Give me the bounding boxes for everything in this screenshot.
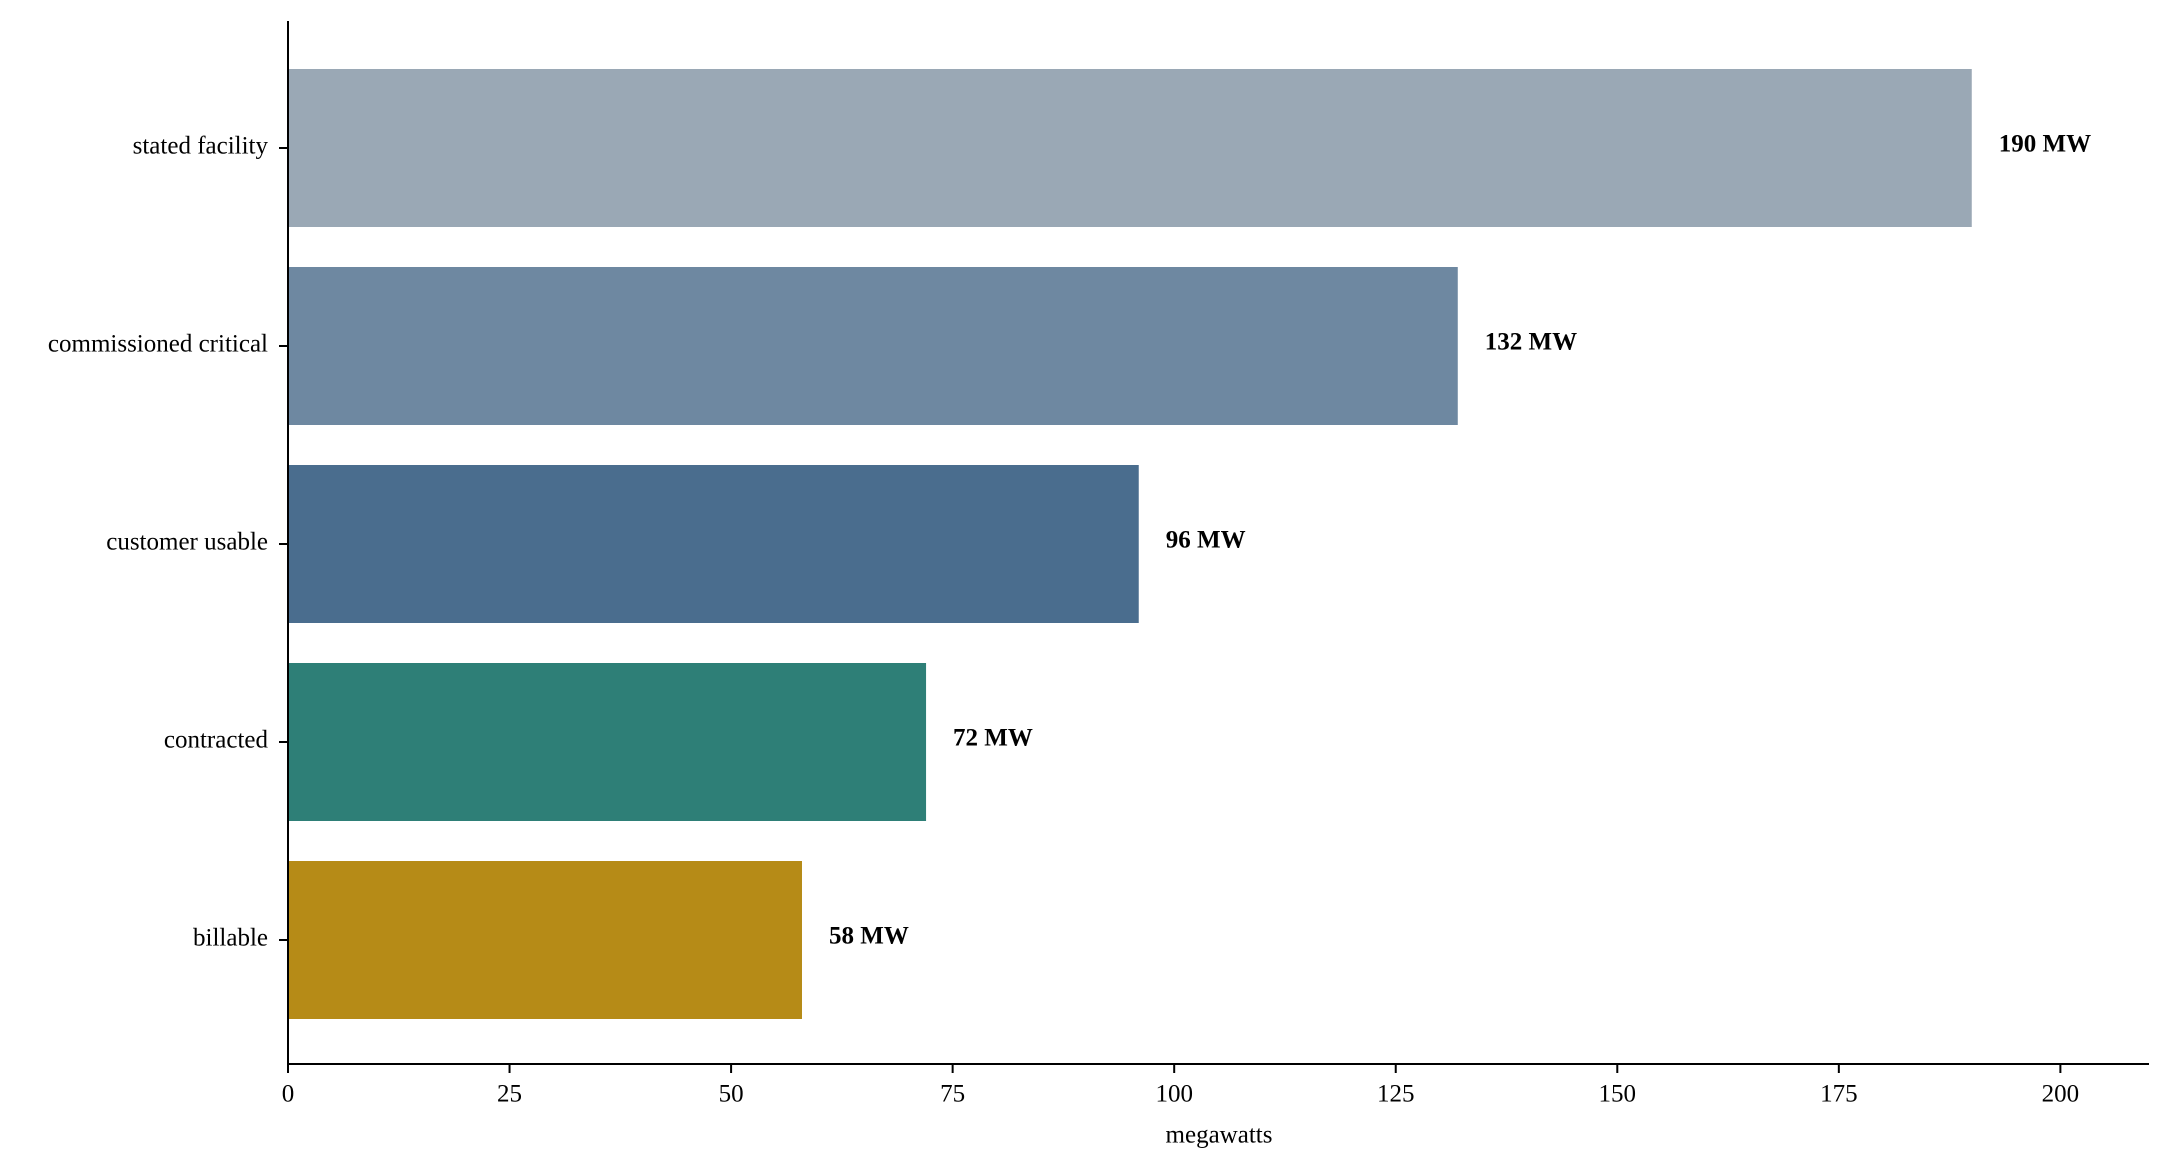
value-label: 58 MW [829, 923, 909, 950]
x-tick-label: 100 [1155, 1081, 1193, 1108]
y-tick-label: commissioned critical [48, 331, 268, 358]
x-tick-label: 50 [719, 1081, 744, 1108]
x-tick-label: 0 [282, 1081, 295, 1108]
bar [288, 267, 1458, 425]
x-tick-label: 200 [2042, 1081, 2080, 1108]
y-tick-label: contracted [164, 727, 269, 754]
x-tick-label: 175 [1820, 1081, 1858, 1108]
value-label: 72 MW [953, 725, 1033, 752]
y-tick-label: customer usable [106, 529, 268, 556]
value-label: 132 MW [1485, 329, 1577, 356]
x-tick-label: 150 [1599, 1081, 1637, 1108]
bar [288, 663, 927, 821]
x-tick-label: 125 [1377, 1081, 1415, 1108]
y-tick-label: stated facility [133, 133, 269, 160]
bar [288, 465, 1139, 623]
x-axis-label: megawatts [1166, 1122, 1273, 1149]
value-label: 96 MW [1166, 527, 1246, 554]
bar [288, 69, 1972, 227]
bar [288, 861, 802, 1019]
value-label: 190 MW [1999, 131, 2091, 158]
x-tick-label: 25 [497, 1081, 522, 1108]
x-tick-label: 75 [940, 1081, 965, 1108]
y-tick-label: billable [193, 925, 268, 952]
